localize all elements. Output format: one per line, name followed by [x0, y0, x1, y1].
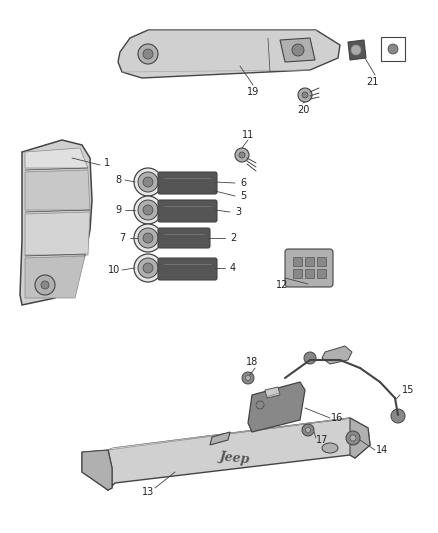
Circle shape	[143, 233, 153, 243]
Text: Jeep: Jeep	[219, 450, 251, 466]
FancyBboxPatch shape	[304, 269, 314, 278]
Text: 3: 3	[235, 207, 241, 217]
FancyBboxPatch shape	[158, 258, 217, 280]
Circle shape	[138, 44, 158, 64]
Polygon shape	[25, 170, 90, 210]
Ellipse shape	[322, 443, 338, 453]
Polygon shape	[25, 148, 88, 168]
Circle shape	[350, 435, 356, 441]
Polygon shape	[82, 450, 112, 490]
Polygon shape	[82, 418, 370, 490]
FancyBboxPatch shape	[293, 269, 301, 278]
Polygon shape	[265, 387, 280, 398]
Circle shape	[134, 196, 162, 224]
Circle shape	[138, 200, 158, 220]
Text: 7: 7	[119, 233, 125, 243]
Text: 15: 15	[402, 385, 414, 395]
Circle shape	[242, 372, 254, 384]
Circle shape	[305, 427, 311, 432]
FancyBboxPatch shape	[158, 228, 210, 248]
Polygon shape	[25, 212, 90, 255]
Circle shape	[143, 263, 153, 273]
Polygon shape	[210, 432, 230, 445]
Polygon shape	[25, 256, 85, 298]
Circle shape	[41, 281, 49, 289]
FancyBboxPatch shape	[158, 172, 217, 194]
Circle shape	[351, 45, 361, 55]
Circle shape	[298, 88, 312, 102]
FancyBboxPatch shape	[381, 37, 405, 61]
Text: 20: 20	[297, 105, 309, 115]
Circle shape	[302, 424, 314, 436]
Polygon shape	[280, 38, 315, 62]
Circle shape	[388, 44, 398, 54]
Polygon shape	[118, 30, 340, 78]
Text: 5: 5	[240, 191, 246, 201]
Circle shape	[235, 148, 249, 162]
Circle shape	[302, 92, 308, 98]
Polygon shape	[348, 40, 366, 60]
Circle shape	[143, 177, 153, 187]
Text: 18: 18	[246, 357, 258, 367]
Circle shape	[138, 172, 158, 192]
Circle shape	[35, 275, 55, 295]
Polygon shape	[82, 418, 368, 452]
Circle shape	[239, 152, 245, 158]
Text: 9: 9	[115, 205, 121, 215]
Text: 12: 12	[276, 280, 288, 290]
Text: 4: 4	[230, 263, 236, 273]
Text: 17: 17	[316, 435, 328, 445]
Circle shape	[134, 168, 162, 196]
FancyBboxPatch shape	[285, 249, 333, 287]
Text: 19: 19	[247, 87, 259, 97]
Text: 10: 10	[108, 265, 120, 275]
FancyBboxPatch shape	[293, 256, 301, 265]
FancyBboxPatch shape	[317, 269, 325, 278]
Polygon shape	[350, 418, 370, 458]
Circle shape	[391, 409, 405, 423]
Circle shape	[138, 228, 158, 248]
Circle shape	[134, 224, 162, 252]
Circle shape	[143, 205, 153, 215]
Text: 14: 14	[376, 445, 388, 455]
Text: 16: 16	[331, 413, 343, 423]
Text: 6: 6	[240, 178, 246, 188]
Text: 21: 21	[366, 77, 378, 87]
Polygon shape	[20, 140, 92, 305]
Text: 11: 11	[242, 130, 254, 140]
FancyBboxPatch shape	[158, 200, 217, 222]
Circle shape	[346, 431, 360, 445]
Circle shape	[304, 352, 316, 364]
Text: 1: 1	[104, 158, 110, 168]
Text: 13: 13	[142, 487, 154, 497]
Circle shape	[256, 401, 264, 409]
Circle shape	[292, 44, 304, 56]
FancyBboxPatch shape	[317, 256, 325, 265]
Circle shape	[246, 376, 251, 381]
Text: 8: 8	[115, 175, 121, 185]
Polygon shape	[248, 382, 305, 432]
FancyBboxPatch shape	[304, 256, 314, 265]
Text: 2: 2	[230, 233, 236, 243]
Circle shape	[138, 258, 158, 278]
Polygon shape	[322, 346, 352, 364]
Circle shape	[143, 49, 153, 59]
Circle shape	[134, 254, 162, 282]
